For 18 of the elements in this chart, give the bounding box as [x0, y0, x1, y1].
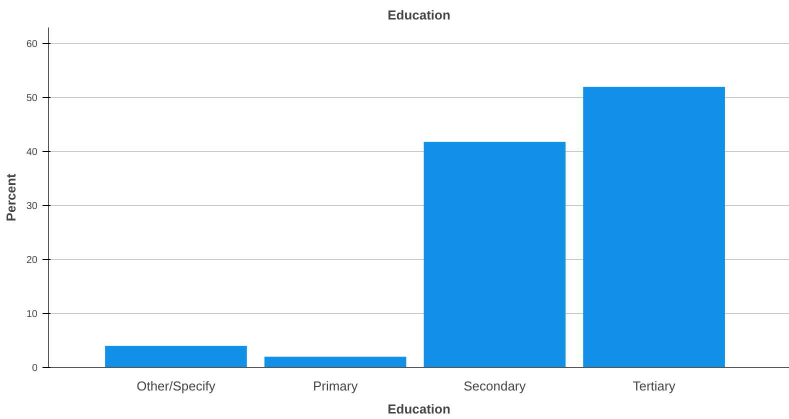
chart-title: Education — [388, 8, 450, 22]
y-tick-label: 10 — [26, 309, 38, 320]
y-axis-title: Percent — [3, 172, 18, 222]
y-tick-label: 30 — [26, 201, 38, 212]
x-tick-label: Primary — [312, 378, 358, 394]
x-tick-label: Other/Specify — [136, 378, 216, 394]
y-tick-label: 60 — [26, 39, 38, 50]
x-tick-label: Tertiary — [632, 378, 676, 394]
bar — [583, 86, 725, 368]
bar — [264, 356, 406, 368]
bar — [105, 346, 247, 368]
y-tick-label: 20 — [26, 255, 38, 266]
bar — [424, 142, 566, 368]
x-tick-label: Secondary — [464, 378, 526, 394]
y-tick-label: 50 — [26, 93, 38, 104]
y-tick-label: 40 — [26, 147, 38, 158]
x-axis-title: Education — [388, 402, 450, 416]
y-tick-label: 0 — [32, 363, 38, 374]
